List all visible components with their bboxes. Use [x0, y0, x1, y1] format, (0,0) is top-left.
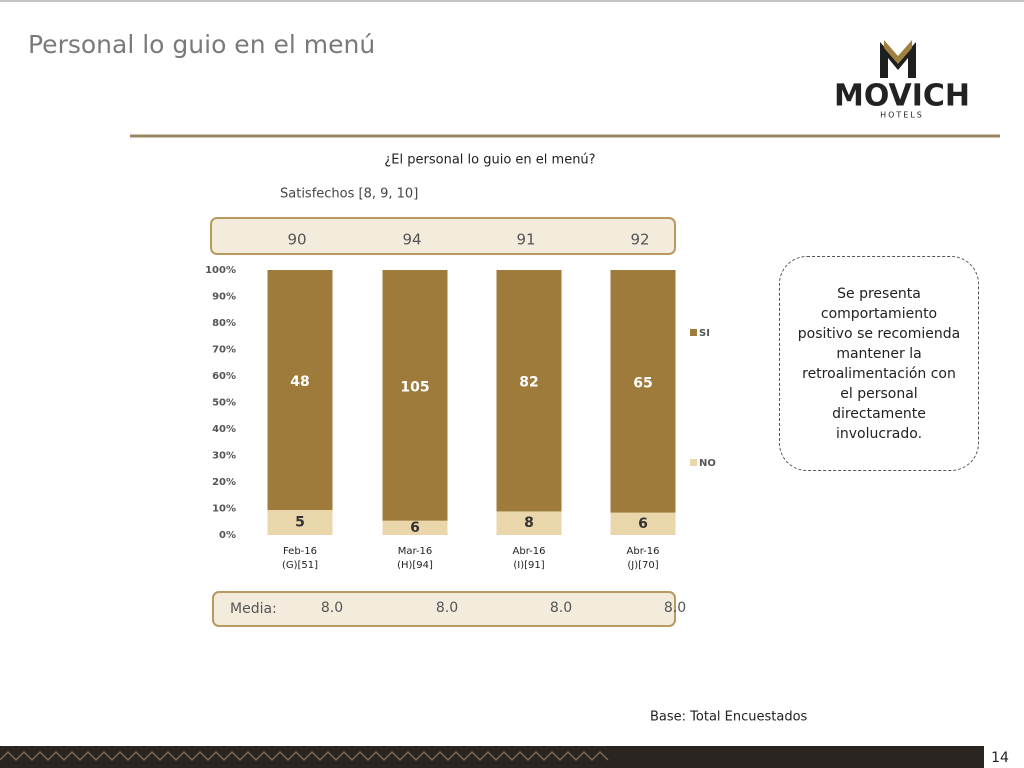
media-value: 8.0	[436, 600, 458, 616]
note-text: Se presenta comportamiento positivo se r…	[797, 285, 961, 442]
data-label: 5	[295, 515, 305, 531]
satisfied-value: 94	[402, 231, 421, 249]
x-tick-label: (I)[91]	[513, 560, 544, 571]
x-tick-label: Abr-16	[513, 546, 546, 557]
x-tick-label: (H)[94]	[397, 560, 433, 571]
bar-segment	[496, 511, 562, 535]
media-value: 8.0	[550, 600, 572, 616]
bar-segment	[267, 510, 333, 535]
logo-name: MOVICH	[834, 79, 970, 114]
satisfied-value: 92	[630, 231, 649, 249]
y-tick-label: 50%	[212, 398, 236, 409]
logo: MOVICH HOTELS	[834, 40, 970, 120]
y-tick-label: 40%	[212, 424, 236, 435]
bar-segment	[267, 270, 333, 510]
data-label: 6	[638, 516, 648, 532]
satisfied-box	[210, 217, 676, 255]
question: ¿El personal lo guio en el menú?	[384, 153, 595, 168]
legend-swatch	[690, 329, 697, 336]
media-label: Media:	[230, 601, 277, 617]
data-label: 82	[519, 375, 538, 391]
y-tick-label: 10%	[212, 504, 236, 515]
bar-segment	[382, 520, 448, 535]
x-tick-label: Mar-16	[398, 546, 433, 557]
bar-segment	[496, 270, 562, 512]
y-tick-label: 80%	[212, 318, 236, 329]
data-label: 48	[290, 374, 309, 390]
data-label: 6	[410, 520, 420, 536]
satisfied-label: Satisfechos [8, 9, 10]	[280, 187, 418, 202]
satisfied-value: 91	[516, 231, 535, 249]
legend-label: SI	[699, 328, 710, 339]
bar-segment	[610, 270, 676, 513]
base-note: Base: Total Encuestados	[650, 710, 808, 725]
footer-strip	[0, 746, 1024, 768]
y-tick-label: 30%	[212, 451, 236, 462]
data-label: 8	[524, 515, 534, 531]
y-tick-label: 90%	[212, 292, 236, 303]
x-tick-label: Feb-16	[283, 546, 317, 557]
y-tick-label: 20%	[212, 477, 236, 488]
legend-label: NO	[699, 458, 716, 469]
slide-title: Personal lo guio en el menú	[28, 30, 375, 59]
logo-sub: HOTELS	[880, 111, 924, 120]
bar-segment	[610, 512, 676, 535]
y-tick-label: 100%	[205, 265, 236, 276]
note-box: Se presenta comportamiento positivo se r…	[779, 256, 979, 471]
media-value: 8.0	[664, 600, 686, 616]
media-box	[212, 591, 676, 627]
x-tick-label: (J)[70]	[627, 560, 658, 571]
y-tick-label: 70%	[212, 345, 236, 356]
x-tick-label: (G)[51]	[282, 560, 318, 571]
page-box	[984, 746, 1024, 768]
media-value: 8.0	[321, 600, 343, 616]
bar-segment	[382, 270, 448, 521]
page-number: 14	[991, 750, 1009, 766]
data-label: 65	[633, 375, 652, 391]
satisfied-value: 90	[287, 231, 306, 249]
x-tick-label: Abr-16	[627, 546, 660, 557]
footer-pattern	[0, 750, 609, 762]
data-label: 105	[400, 379, 429, 395]
legend-swatch	[690, 459, 697, 466]
y-tick-label: 60%	[212, 371, 236, 382]
y-tick-label: 0%	[219, 530, 236, 541]
